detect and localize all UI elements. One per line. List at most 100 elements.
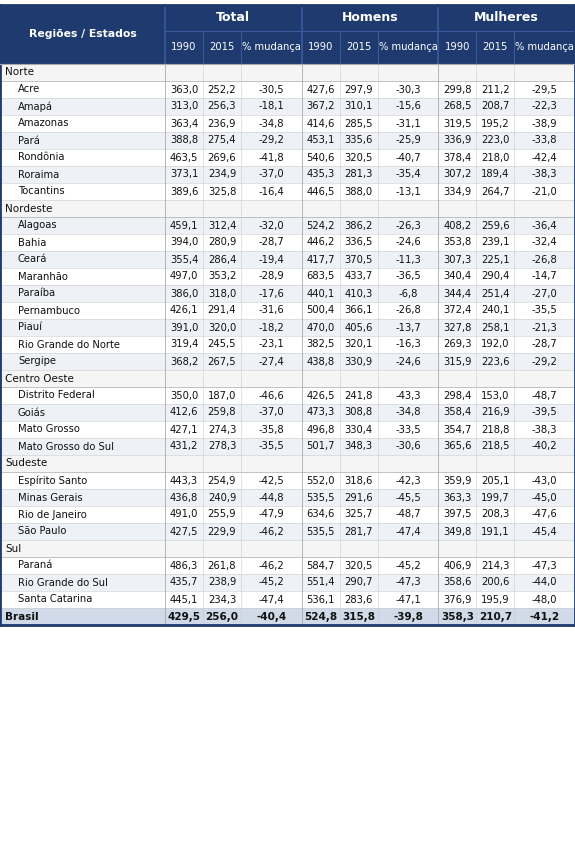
Text: Pará: Pará (18, 135, 40, 145)
Text: -21,0: -21,0 (532, 186, 558, 197)
Text: 524,8: 524,8 (304, 611, 337, 622)
Text: 290,4: 290,4 (481, 272, 509, 281)
Text: Sudeste: Sudeste (5, 458, 47, 469)
Text: 349,8: 349,8 (443, 527, 471, 536)
Text: -26,8: -26,8 (395, 305, 421, 315)
Text: Minas Gerais: Minas Gerais (18, 492, 83, 503)
Text: -30,3: -30,3 (395, 85, 421, 95)
Text: -29,2: -29,2 (258, 135, 284, 145)
Text: 307,2: 307,2 (443, 169, 471, 180)
Text: 267,5: 267,5 (208, 357, 236, 367)
Text: 348,3: 348,3 (344, 441, 373, 451)
Text: 254,9: 254,9 (208, 475, 236, 486)
Bar (0, 591, 575, 608)
Text: 433,7: 433,7 (344, 272, 373, 281)
Text: 535,5: 535,5 (306, 527, 335, 536)
Text: 417,7: 417,7 (306, 255, 335, 264)
Text: 524,2: 524,2 (306, 221, 335, 231)
Text: 427,6: 427,6 (306, 85, 335, 95)
Text: 200,6: 200,6 (481, 577, 509, 587)
Text: 256,0: 256,0 (205, 611, 239, 622)
Text: Nordeste: Nordeste (5, 203, 52, 214)
Text: 278,3: 278,3 (208, 441, 236, 451)
Text: -38,3: -38,3 (532, 424, 557, 434)
Text: São Paulo: São Paulo (18, 527, 66, 536)
Text: Amapá: Amapá (18, 101, 53, 112)
Text: -42,5: -42,5 (258, 475, 284, 486)
Text: 274,3: 274,3 (208, 424, 236, 434)
Text: 291,4: 291,4 (208, 305, 236, 315)
Text: 239,1: 239,1 (481, 238, 509, 247)
Text: 358,4: 358,4 (443, 408, 471, 417)
Text: 397,5: 397,5 (443, 510, 471, 520)
Text: -45,4: -45,4 (532, 527, 558, 536)
Bar (0, 183, 575, 200)
Text: 334,9: 334,9 (443, 186, 471, 197)
Text: -35,8: -35,8 (259, 424, 284, 434)
Bar (165, 31, 302, 64)
Text: -17,6: -17,6 (258, 288, 284, 298)
Bar (0, 506, 575, 523)
Text: 358,6: 358,6 (443, 577, 471, 587)
Bar (0, 115, 575, 132)
Text: 280,9: 280,9 (208, 238, 236, 247)
Text: -14,7: -14,7 (532, 272, 558, 281)
Text: -45,2: -45,2 (395, 561, 421, 570)
Text: 427,5: 427,5 (170, 527, 198, 536)
Text: 473,3: 473,3 (306, 408, 335, 417)
Text: Tocantins: Tocantins (18, 186, 64, 197)
Bar (0, 455, 575, 472)
Text: 634,6: 634,6 (306, 510, 335, 520)
Text: 453,1: 453,1 (306, 135, 335, 145)
Text: 187,0: 187,0 (208, 391, 236, 400)
Bar (302, 5, 438, 31)
Text: Sergipe: Sergipe (18, 357, 56, 367)
Text: Amazonas: Amazonas (18, 119, 70, 128)
Text: -23,1: -23,1 (258, 339, 284, 350)
Text: 315,9: 315,9 (443, 357, 471, 367)
Bar (0, 472, 575, 489)
Text: 281,7: 281,7 (344, 527, 373, 536)
Text: 340,4: 340,4 (443, 272, 471, 281)
Text: 335,6: 335,6 (344, 135, 373, 145)
Text: 319,4: 319,4 (170, 339, 198, 350)
Text: 307,3: 307,3 (443, 255, 471, 264)
Text: 299,8: 299,8 (443, 85, 471, 95)
Text: Total: Total (216, 11, 250, 25)
Text: 218,0: 218,0 (481, 152, 509, 162)
Text: Norte: Norte (5, 68, 34, 78)
Text: 327,8: 327,8 (443, 322, 471, 333)
Text: -41,8: -41,8 (259, 152, 284, 162)
Text: -27,0: -27,0 (532, 288, 558, 298)
Text: 320,5: 320,5 (344, 152, 373, 162)
Bar (0, 234, 575, 251)
Bar (0, 540, 575, 557)
Text: 205,1: 205,1 (481, 475, 509, 486)
Text: 255,9: 255,9 (208, 510, 236, 520)
Text: 298,4: 298,4 (443, 391, 471, 400)
Text: -39,5: -39,5 (532, 408, 558, 417)
Text: -31,6: -31,6 (258, 305, 284, 315)
Text: 291,6: 291,6 (344, 492, 373, 503)
Bar (0, 200, 575, 217)
Text: 426,1: 426,1 (170, 305, 198, 315)
Text: -47,9: -47,9 (258, 510, 284, 520)
Text: 376,9: 376,9 (443, 594, 471, 604)
Text: Santa Catarina: Santa Catarina (18, 594, 93, 604)
Text: -35,5: -35,5 (532, 305, 558, 315)
Text: -18,1: -18,1 (258, 102, 284, 111)
Text: 359,9: 359,9 (443, 475, 471, 486)
Text: -48,7: -48,7 (395, 510, 421, 520)
Text: -45,2: -45,2 (258, 577, 284, 587)
Text: 367,2: 367,2 (306, 102, 335, 111)
Text: -34,8: -34,8 (259, 119, 284, 128)
Bar (302, 31, 438, 64)
Text: 431,2: 431,2 (170, 441, 198, 451)
Text: 256,3: 256,3 (208, 102, 236, 111)
Text: -38,9: -38,9 (532, 119, 558, 128)
Bar (0, 353, 575, 370)
Text: 240,9: 240,9 (208, 492, 236, 503)
Text: -43,0: -43,0 (532, 475, 557, 486)
Text: 497,0: 497,0 (170, 272, 198, 281)
Text: -45,0: -45,0 (532, 492, 558, 503)
